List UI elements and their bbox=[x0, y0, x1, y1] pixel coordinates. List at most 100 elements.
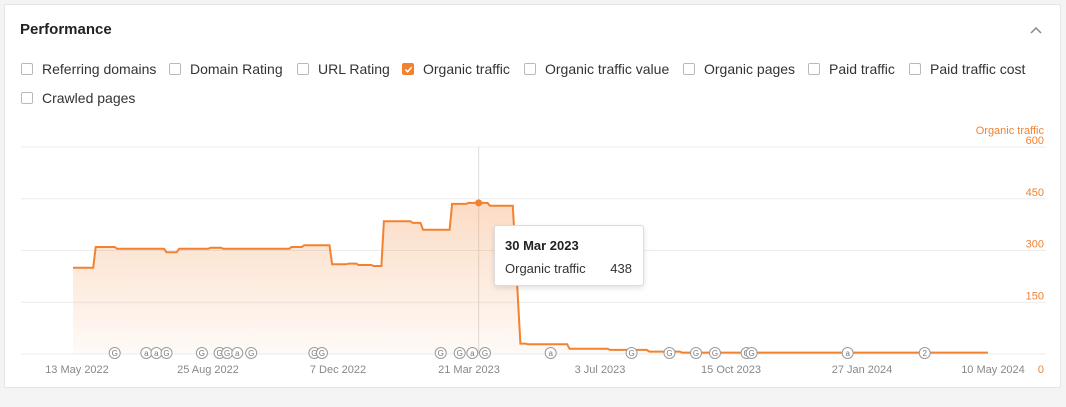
annotation-marker[interactable]: a bbox=[544, 347, 557, 359]
metric-label: Organic traffic value bbox=[545, 61, 670, 77]
annotation-circle-icon[interactable] bbox=[544, 347, 557, 359]
annotation-circle-icon[interactable] bbox=[108, 347, 121, 359]
annotation-circle-icon[interactable] bbox=[478, 347, 491, 359]
annotation-label: a bbox=[235, 349, 240, 358]
metric-label: Referring domains bbox=[42, 61, 157, 77]
checkbox-unchecked-icon[interactable] bbox=[909, 63, 921, 75]
annotation-circle-icon[interactable] bbox=[245, 347, 258, 359]
annotation-circle-icon[interactable] bbox=[663, 347, 676, 359]
annotation-circle-icon[interactable] bbox=[745, 347, 758, 359]
annotation-label: G bbox=[712, 349, 718, 358]
metric-label: Organic traffic bbox=[423, 61, 510, 77]
annotation-marker[interactable]: G bbox=[708, 347, 721, 359]
annotation-marker[interactable]: G bbox=[315, 347, 328, 359]
metric-checkbox-organic-traffic-value[interactable]: Organic traffic value bbox=[524, 61, 669, 77]
metric-checkbox-paid-traffic[interactable]: Paid traffic bbox=[808, 61, 895, 77]
organic-traffic-area bbox=[73, 202, 988, 354]
y-tick-label: 600 bbox=[1026, 135, 1044, 147]
annotation-label: a bbox=[470, 349, 475, 358]
x-tick-label: 10 May 2024 bbox=[961, 364, 1025, 376]
metric-label: Crawled pages bbox=[42, 90, 136, 106]
annotation-marker[interactable]: G bbox=[108, 347, 121, 359]
organic-traffic-line bbox=[73, 201, 988, 354]
metric-checkbox-crawled-pages[interactable]: Crawled pages bbox=[21, 90, 135, 106]
annotation-label: G bbox=[319, 349, 325, 358]
annotation-label: a bbox=[154, 349, 159, 358]
annotation-label: G bbox=[666, 349, 672, 358]
annotation-label: G bbox=[112, 349, 118, 358]
annotation-marker[interactable]: 2 bbox=[918, 347, 931, 359]
annotation-marker[interactable]: G bbox=[434, 347, 447, 359]
annotation-circle-icon[interactable] bbox=[690, 347, 703, 359]
annotation-circle-icon[interactable] bbox=[434, 347, 447, 359]
annotation-circle-icon[interactable] bbox=[708, 347, 721, 359]
checkbox-unchecked-icon[interactable] bbox=[21, 92, 33, 104]
tooltip-date: 30 Mar 2023 bbox=[505, 238, 579, 253]
metric-checkbox-referring-domains[interactable]: Referring domains bbox=[21, 61, 156, 77]
annotation-marker[interactable]: G bbox=[453, 347, 466, 359]
annotation-label: G bbox=[438, 349, 444, 358]
annotation-circle-icon[interactable] bbox=[918, 347, 931, 359]
annotation-marker[interactable]: a bbox=[150, 347, 163, 359]
checkbox-unchecked-icon[interactable] bbox=[297, 63, 309, 75]
checkbox-checked-icon[interactable] bbox=[402, 63, 414, 75]
annotation-marker[interactable]: a bbox=[231, 347, 244, 359]
metric-label: Paid traffic bbox=[829, 61, 895, 77]
annotation-circle-icon[interactable] bbox=[160, 347, 173, 359]
annotation-marker[interactable]: G bbox=[690, 347, 703, 359]
metric-label: Paid traffic cost bbox=[930, 61, 1026, 77]
annotation-label: G bbox=[248, 349, 254, 358]
annotation-marker[interactable]: G bbox=[745, 347, 758, 359]
annotation-marker[interactable]: G bbox=[221, 347, 234, 359]
annotation-marker[interactable]: a bbox=[140, 347, 153, 359]
annotation-circle-icon[interactable] bbox=[841, 347, 854, 359]
x-tick-label: 27 Jan 2024 bbox=[832, 364, 893, 376]
annotation-marker[interactable]: G bbox=[478, 347, 491, 359]
annotation-label: G bbox=[749, 349, 755, 358]
hover-point bbox=[475, 199, 483, 207]
x-tick-label: 3 Jul 2023 bbox=[575, 364, 626, 376]
annotation-marker[interactable]: G bbox=[245, 347, 258, 359]
annotation-label: G bbox=[693, 349, 699, 358]
tooltip-label: Organic traffic bbox=[505, 261, 586, 276]
annotation-label: G bbox=[628, 349, 634, 358]
checkbox-unchecked-icon[interactable] bbox=[524, 63, 536, 75]
annotation-marker[interactable]: G bbox=[663, 347, 676, 359]
metric-checkbox-domain-rating[interactable]: Domain Rating bbox=[169, 61, 283, 77]
annotation-circle-icon[interactable] bbox=[625, 347, 638, 359]
metric-checkbox-organic-pages[interactable]: Organic pages bbox=[683, 61, 795, 77]
annotation-circle-icon[interactable] bbox=[195, 347, 208, 359]
annotation-label: a bbox=[144, 349, 149, 358]
x-tick-label: 25 Aug 2022 bbox=[177, 364, 239, 376]
annotation-marker[interactable]: a bbox=[466, 347, 479, 359]
x-tick-label: 15 Oct 2023 bbox=[701, 364, 761, 376]
annotation-label: G bbox=[224, 349, 230, 358]
annotation-circle-icon[interactable] bbox=[453, 347, 466, 359]
x-tick-label: 21 Mar 2023 bbox=[438, 364, 500, 376]
annotation-label: a bbox=[548, 349, 553, 358]
annotation-marker[interactable]: G bbox=[195, 347, 208, 359]
y-tick-label: 0 bbox=[1038, 364, 1044, 376]
checkbox-unchecked-icon[interactable] bbox=[683, 63, 695, 75]
checkbox-unchecked-icon[interactable] bbox=[169, 63, 181, 75]
metric-checkbox-paid-traffic-cost[interactable]: Paid traffic cost bbox=[909, 61, 1025, 77]
metric-checkbox-organic-traffic[interactable]: Organic traffic bbox=[402, 61, 510, 77]
annotation-label: G bbox=[216, 349, 222, 358]
y-tick-label: 150 bbox=[1026, 290, 1044, 302]
annotation-marker[interactable]: G bbox=[160, 347, 173, 359]
annotation-marker[interactable]: a bbox=[841, 347, 854, 359]
panel-title: Performance bbox=[20, 21, 112, 38]
chevron-up-icon[interactable] bbox=[1028, 22, 1044, 38]
annotation-circle-icon[interactable] bbox=[231, 347, 244, 359]
performance-panel: Performance Referring domains Domain Rati… bbox=[4, 4, 1061, 388]
annotation-circle-icon[interactable] bbox=[315, 347, 328, 359]
annotation-marker[interactable]: G bbox=[625, 347, 638, 359]
checkbox-unchecked-icon[interactable] bbox=[808, 63, 820, 75]
metric-label: URL Rating bbox=[318, 61, 390, 77]
y-tick-label: 450 bbox=[1026, 187, 1044, 199]
metric-checkbox-url-rating[interactable]: URL Rating bbox=[297, 61, 390, 77]
annotation-label: G bbox=[482, 349, 488, 358]
annotation-circle-icon[interactable] bbox=[466, 347, 479, 359]
checkbox-unchecked-icon[interactable] bbox=[21, 63, 33, 75]
